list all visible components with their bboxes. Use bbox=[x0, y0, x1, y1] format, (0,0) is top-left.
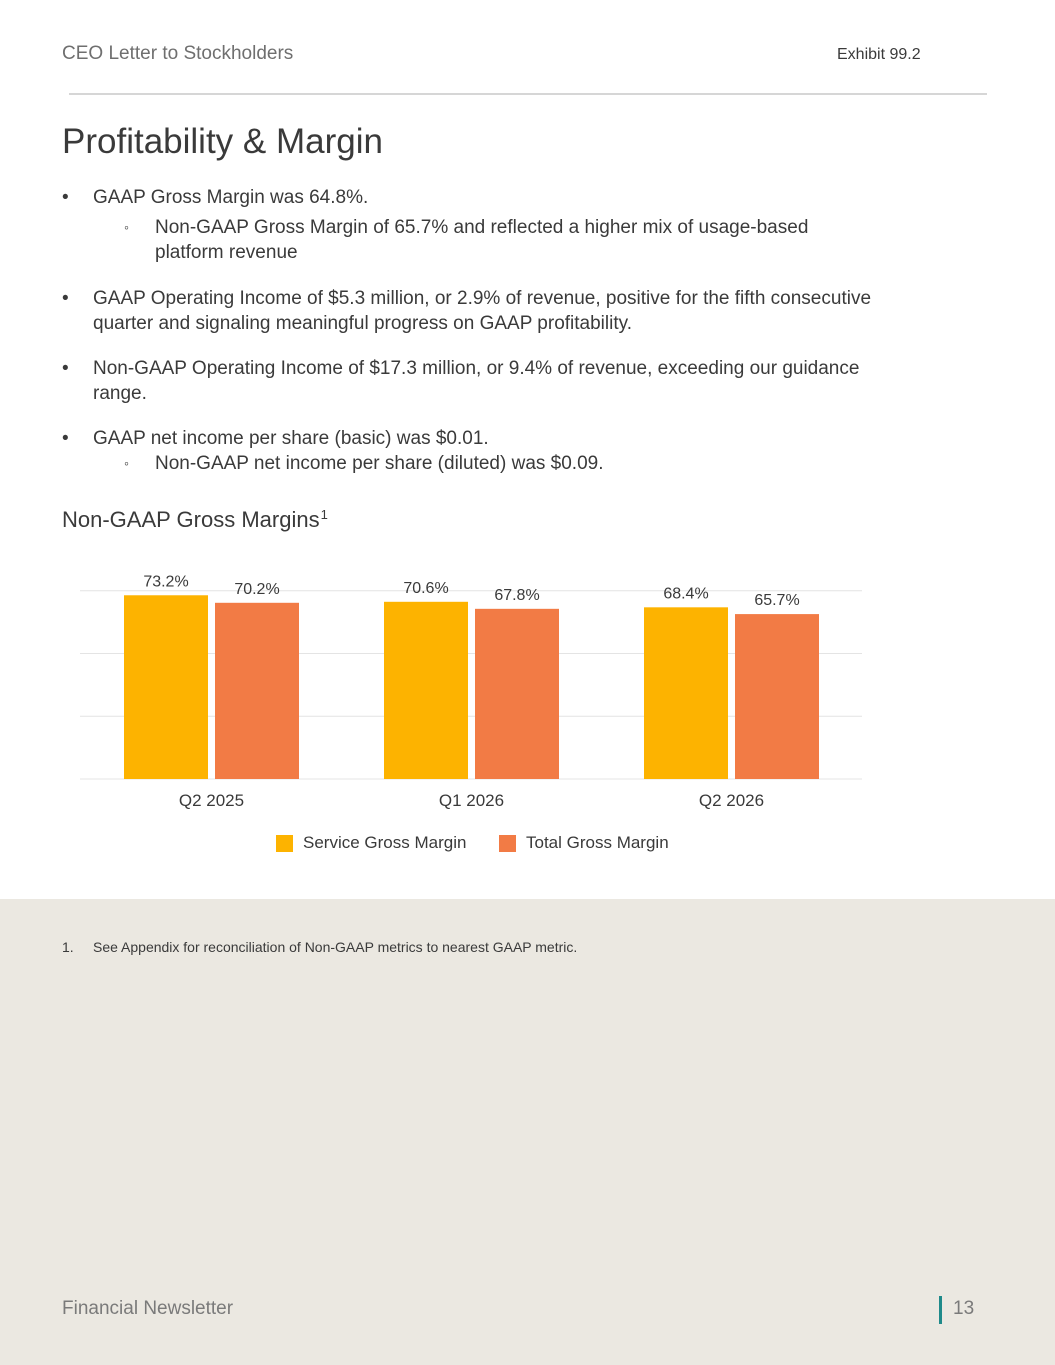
bullet-text: GAAP Gross Margin was 64.8%. bbox=[93, 187, 369, 208]
footer-publication-name: Financial Newsletter bbox=[62, 1298, 234, 1319]
bullet-text-line: quarter and signaling meaningful progres… bbox=[93, 313, 632, 334]
page-number: 13 bbox=[953, 1298, 975, 1319]
footnote-reference: 1 bbox=[320, 507, 328, 522]
bullet-text: GAAP net income per share (basic) was $0… bbox=[93, 428, 489, 449]
x-tick-label: Q2 2026 bbox=[699, 791, 764, 810]
bullet-marker: • bbox=[62, 428, 69, 449]
footnote-panel bbox=[0, 899, 1055, 1365]
bullet-text-line: GAAP Operating Income of $5.3 million, o… bbox=[93, 288, 872, 309]
chart-title-text: Non-GAAP Gross Margins bbox=[62, 507, 320, 532]
chart-title: Non-GAAP Gross Margins1 bbox=[62, 507, 328, 533]
page-title: Profitability & Margin bbox=[62, 122, 383, 161]
legend-swatch-total bbox=[499, 835, 516, 852]
exhibit-label: Exhibit 99.2 bbox=[837, 46, 921, 63]
x-tick-label: Q2 2025 bbox=[179, 791, 244, 810]
gross-margin-bar-chart: 73.2% 70.2% Q2 2025 70.6% 67.8% Q1 2026 68.4% 6… bbox=[80, 573, 862, 810]
header-title: CEO Letter to Stockholders bbox=[62, 43, 294, 64]
legend-swatch-service bbox=[276, 835, 293, 852]
data-label: 67.8% bbox=[494, 587, 539, 604]
footnote-number: 1. bbox=[62, 939, 74, 955]
bullet-text-line: range. bbox=[93, 383, 147, 404]
header-divider bbox=[69, 93, 987, 95]
x-tick-label: Q1 2026 bbox=[439, 791, 504, 810]
bullet-text: Non-GAAP net income per share (diluted) … bbox=[155, 453, 604, 474]
legend-label-total: Total Gross Margin bbox=[526, 833, 669, 852]
bullet-marker: • bbox=[62, 358, 69, 379]
bar-total-2 bbox=[735, 614, 819, 779]
bar-total-0 bbox=[215, 602, 299, 779]
bar-service-1 bbox=[384, 601, 468, 779]
bar-service-0 bbox=[124, 595, 208, 779]
footnote-text: See Appendix for reconciliation of Non-G… bbox=[93, 939, 578, 955]
footer-accent-bar bbox=[939, 1296, 942, 1324]
bullet-text-line: Non-GAAP Operating Income of $17.3 milli… bbox=[93, 358, 860, 379]
bullet-text-line: platform revenue bbox=[155, 242, 298, 263]
legend-label-service: Service Gross Margin bbox=[303, 833, 467, 852]
data-label: 73.2% bbox=[143, 573, 188, 590]
data-label: 68.4% bbox=[663, 585, 708, 602]
data-label: 65.7% bbox=[754, 592, 799, 609]
bullet-marker: • bbox=[62, 288, 69, 309]
data-label: 70.2% bbox=[234, 581, 279, 598]
bar-total-1 bbox=[475, 608, 559, 779]
bar-service-2 bbox=[644, 607, 728, 779]
sub-bullet-marker: ◦ bbox=[124, 455, 129, 471]
sub-bullet-marker: ◦ bbox=[124, 219, 129, 235]
bullet-marker: • bbox=[62, 187, 69, 208]
bullet-text-line: Non-GAAP Gross Margin of 65.7% and refle… bbox=[155, 217, 809, 238]
data-label: 70.6% bbox=[403, 580, 448, 597]
